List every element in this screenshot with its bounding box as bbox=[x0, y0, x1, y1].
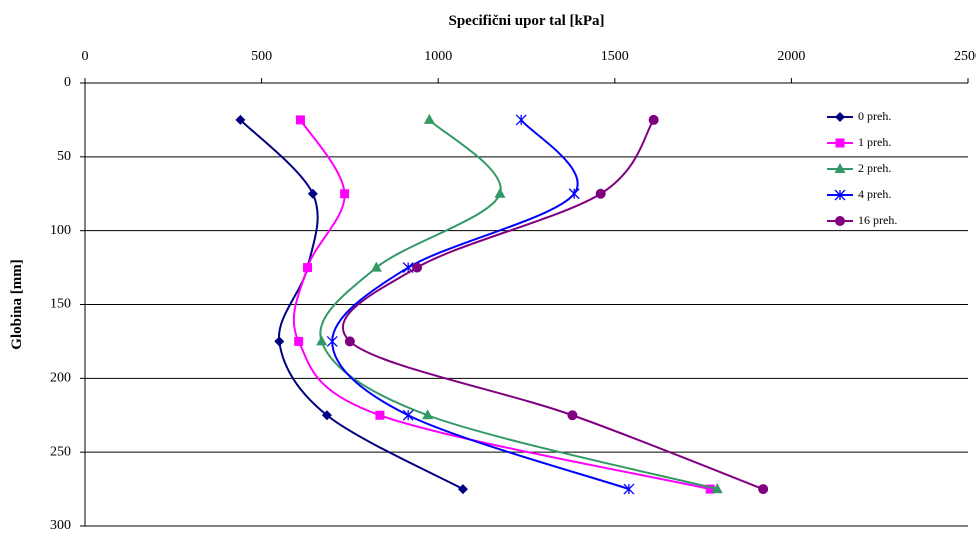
y-tick-label: 100 bbox=[50, 223, 71, 238]
series-2 bbox=[316, 113, 723, 494]
data-point bbox=[595, 188, 606, 199]
y-tick-label: 50 bbox=[57, 149, 71, 164]
data-point bbox=[412, 262, 423, 273]
data-point bbox=[705, 484, 715, 494]
x-tick-label: 1000 bbox=[424, 49, 452, 64]
data-point bbox=[568, 188, 580, 200]
x-tick-label: 0 bbox=[82, 49, 89, 64]
y-tick-label: 300 bbox=[50, 518, 71, 533]
data-point bbox=[321, 410, 332, 421]
legend-item: 0 preh. bbox=[827, 109, 891, 123]
series-4 bbox=[341, 114, 769, 495]
legend-marker bbox=[834, 163, 846, 173]
legend-label: 1 preh. bbox=[858, 135, 891, 149]
y-tick-label: 200 bbox=[50, 371, 71, 386]
data-point bbox=[295, 115, 305, 125]
data-point bbox=[294, 336, 304, 346]
data-point bbox=[375, 410, 385, 420]
series-3 bbox=[326, 114, 635, 495]
x-tick-label: 500 bbox=[251, 49, 272, 64]
x-axis-title: Specifični upor tal [kPa] bbox=[449, 13, 605, 29]
y-tick-label: 0 bbox=[64, 75, 71, 90]
legend-item: 4 preh. bbox=[827, 187, 891, 201]
data-point bbox=[494, 187, 506, 198]
data-point bbox=[235, 114, 246, 125]
x-tick-label: 2000 bbox=[777, 49, 805, 64]
legend-marker bbox=[835, 216, 845, 226]
legend-label: 4 preh. bbox=[858, 187, 891, 201]
legend-marker bbox=[834, 189, 846, 201]
data-point bbox=[758, 484, 769, 495]
y-axis-title: Globina [mm] bbox=[9, 259, 25, 349]
data-point bbox=[340, 189, 350, 199]
y-tick-label: 150 bbox=[50, 297, 71, 312]
legend-label: 16 preh. bbox=[858, 213, 897, 227]
data-point bbox=[423, 113, 435, 124]
legend-marker bbox=[835, 112, 845, 122]
legend-label: 2 preh. bbox=[858, 161, 891, 175]
data-point bbox=[623, 483, 635, 495]
legend-item: 2 preh. bbox=[827, 161, 891, 175]
series-line bbox=[239, 119, 464, 490]
legend-marker bbox=[835, 138, 845, 148]
data-point bbox=[274, 336, 285, 347]
legend-label: 0 preh. bbox=[858, 109, 891, 123]
data-point bbox=[515, 114, 527, 126]
legend: 0 preh. 1 preh. 2 preh. 4 preh. 16 preh. bbox=[827, 109, 897, 227]
data-point bbox=[316, 335, 328, 346]
data-point bbox=[370, 261, 382, 272]
legend-item: 1 preh. bbox=[827, 135, 891, 149]
data-point bbox=[307, 188, 318, 199]
y-tick-label: 250 bbox=[50, 444, 71, 459]
data-point bbox=[344, 336, 355, 347]
data-point bbox=[422, 409, 434, 420]
data-point bbox=[457, 484, 468, 495]
data-point bbox=[711, 483, 723, 494]
data-point bbox=[326, 335, 338, 347]
gridlines bbox=[85, 156, 968, 527]
data-point bbox=[567, 410, 578, 421]
data-point bbox=[648, 114, 659, 125]
series-1 bbox=[292, 115, 715, 494]
data-point bbox=[303, 263, 313, 273]
x-tick-label: 1500 bbox=[601, 49, 629, 64]
legend-item: 16 preh. bbox=[827, 213, 897, 227]
data-point bbox=[402, 409, 414, 421]
series-layer bbox=[235, 113, 769, 495]
